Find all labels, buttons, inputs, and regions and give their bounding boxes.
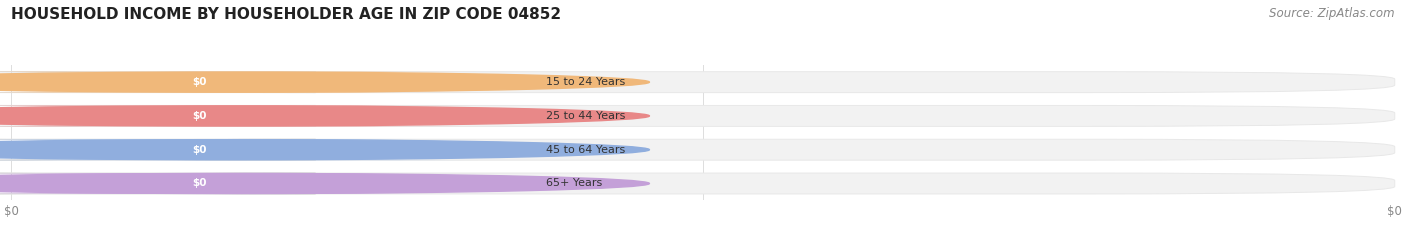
Circle shape (0, 173, 650, 194)
Text: $0: $0 (193, 145, 207, 155)
FancyBboxPatch shape (11, 72, 1395, 93)
Text: $0: $0 (193, 111, 207, 121)
Text: 45 to 64 Years: 45 to 64 Years (547, 145, 626, 155)
FancyBboxPatch shape (0, 139, 315, 160)
Circle shape (0, 106, 650, 126)
FancyBboxPatch shape (11, 139, 1395, 160)
Circle shape (0, 140, 650, 160)
FancyBboxPatch shape (0, 173, 478, 194)
FancyBboxPatch shape (0, 72, 315, 93)
FancyBboxPatch shape (0, 106, 315, 126)
FancyBboxPatch shape (0, 72, 478, 93)
Text: 15 to 24 Years: 15 to 24 Years (547, 77, 626, 87)
Text: $0: $0 (193, 178, 207, 188)
Text: Source: ZipAtlas.com: Source: ZipAtlas.com (1270, 7, 1395, 20)
FancyBboxPatch shape (0, 173, 315, 194)
FancyBboxPatch shape (11, 173, 1395, 194)
FancyBboxPatch shape (0, 106, 478, 126)
FancyBboxPatch shape (0, 139, 478, 160)
FancyBboxPatch shape (11, 106, 1395, 126)
Circle shape (0, 72, 650, 92)
Text: $0: $0 (193, 77, 207, 87)
Text: 65+ Years: 65+ Years (547, 178, 603, 188)
Text: 25 to 44 Years: 25 to 44 Years (547, 111, 626, 121)
Text: HOUSEHOLD INCOME BY HOUSEHOLDER AGE IN ZIP CODE 04852: HOUSEHOLD INCOME BY HOUSEHOLDER AGE IN Z… (11, 7, 561, 22)
